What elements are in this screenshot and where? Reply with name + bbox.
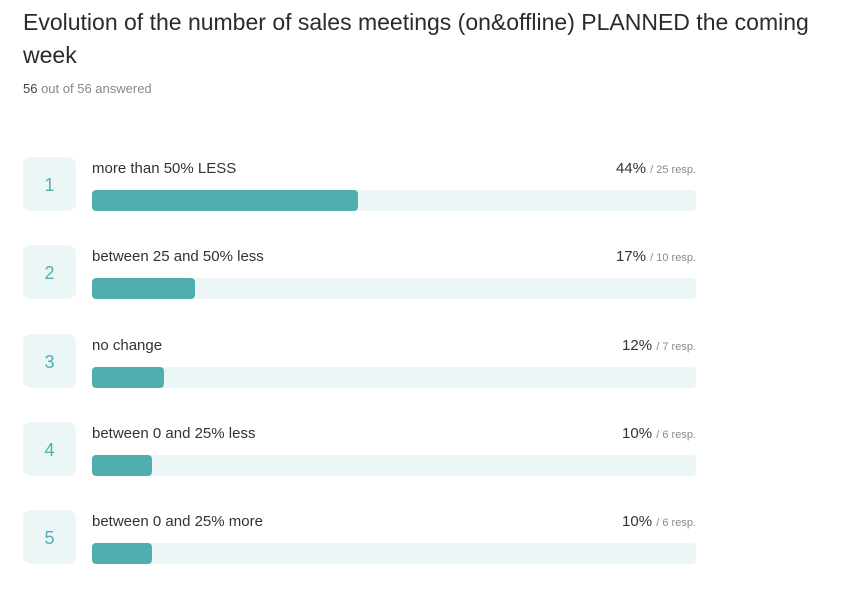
bar-fill <box>92 454 153 476</box>
percent-value: 12% <box>622 336 653 354</box>
response-count: / 6 resp. <box>656 428 696 441</box>
question-title: Evolution of the number of sales meeting… <box>23 9 809 68</box>
result-row: 1 more than 50% LESS 44% / 25 resp. <box>23 157 703 213</box>
rank-badge: 4 <box>23 421 76 476</box>
result-row: 4 between 0 and 25% less 10% / 6 resp. <box>23 421 703 478</box>
percent-label: 12% / 7 resp. <box>622 337 696 354</box>
response-count: / 25 resp. <box>650 164 696 176</box>
bar-fill <box>92 543 153 565</box>
option-label: between 0 and 25% more <box>92 513 263 531</box>
percent-value: 10% <box>622 513 653 531</box>
bar-track <box>92 190 696 211</box>
percent-label: 10% / 6 resp. <box>622 513 696 530</box>
option-label: more than 50% LESS <box>92 160 237 177</box>
percent-value: 17% <box>615 248 646 266</box>
rank-badge: 1 <box>23 157 76 211</box>
rank-badge: 5 <box>23 510 76 565</box>
percent-label: 10% / 6 resp. <box>622 425 696 442</box>
answered-number: 56 <box>23 81 38 96</box>
percent-label: 17% / 10 resp. <box>616 248 696 265</box>
bar-track <box>92 278 696 300</box>
answered-count: 56 out of 56 answered <box>23 81 152 96</box>
bar-fill <box>92 366 165 388</box>
result-row: 2 between 25 and 50% less 17% / 10 resp. <box>23 245 703 301</box>
option-label: no change <box>92 336 163 354</box>
option-label: between 25 and 50% less <box>92 248 264 266</box>
result-row: 3 no change 12% / 7 resp. <box>23 333 703 390</box>
percent-value: 10% <box>622 424 653 442</box>
rank-badge: 3 <box>23 333 76 388</box>
response-count: / 7 resp. <box>656 340 696 353</box>
bar-track <box>92 454 696 476</box>
bar-fill <box>92 278 195 300</box>
rank-badge: 2 <box>23 245 76 300</box>
percent-label: 44% / 25 resp. <box>616 160 696 177</box>
bar-track <box>92 543 696 565</box>
response-count: / 10 resp. <box>650 252 696 265</box>
bar-track <box>92 366 696 388</box>
bar-fill <box>92 190 358 211</box>
answered-text: out of 56 answered <box>37 81 152 96</box>
percent-value: 44% <box>615 160 646 177</box>
result-row: 5 between 0 and 25% more 10% / 6 resp. <box>23 510 703 566</box>
response-count: / 6 resp. <box>656 517 696 530</box>
option-label: between 0 and 25% less <box>92 424 256 442</box>
